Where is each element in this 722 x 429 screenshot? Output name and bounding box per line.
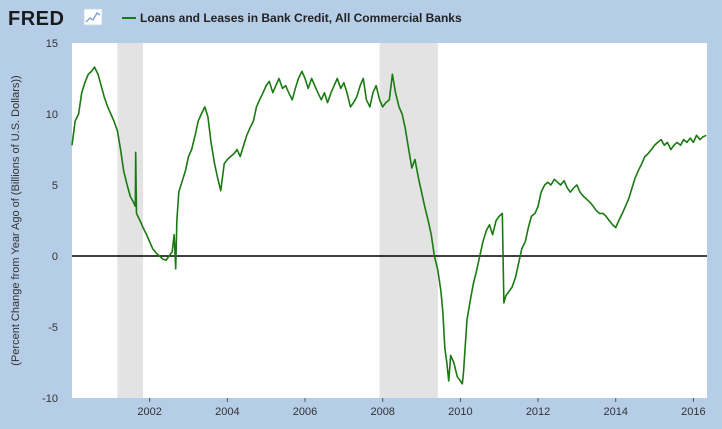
x-tick-label-2008: 2008	[370, 406, 394, 418]
fred-logo[interactable]: FRED	[8, 8, 103, 30]
series-group	[71, 66, 707, 385]
x-tick-label-2004: 2004	[215, 406, 239, 418]
y-tick-label--10: -10	[42, 393, 58, 405]
recession-band-0	[117, 43, 144, 398]
x-tick-label-2010: 2010	[448, 406, 472, 418]
series-line-0	[71, 66, 707, 385]
x-tick-label-2014: 2014	[603, 406, 627, 418]
y-tick-label--5: -5	[48, 322, 58, 334]
y-tick-label-0: 0	[52, 251, 58, 263]
fred-logo-graph-icon	[83, 8, 103, 26]
y-tick-label-10: 10	[46, 109, 58, 121]
recession-bands	[117, 43, 438, 398]
x-tick-label-2016: 2016	[681, 406, 705, 418]
recession-band-1	[379, 43, 438, 398]
legend: Loans and Leases in Bank Credit, All Com…	[122, 11, 462, 25]
y-axis-label: (Percent Change from Year Ago of (Billio…	[10, 75, 22, 365]
x-tick-label-2012: 2012	[526, 406, 550, 418]
y-tick-label-15: 15	[46, 38, 58, 50]
x-tick-label-2006: 2006	[293, 406, 317, 418]
y-axis: -10 -5 0 5 10 15	[42, 38, 58, 405]
x-axis: 2002 2004 2006 2008 2010 2012 2014 2016	[137, 398, 706, 418]
legend-entry-0: Loans and Leases in Bank Credit, All Com…	[140, 11, 462, 25]
y-tick-label-5: 5	[52, 180, 58, 192]
fred-logo-text: FRED	[8, 8, 64, 30]
x-tick-label-2002: 2002	[137, 406, 161, 418]
